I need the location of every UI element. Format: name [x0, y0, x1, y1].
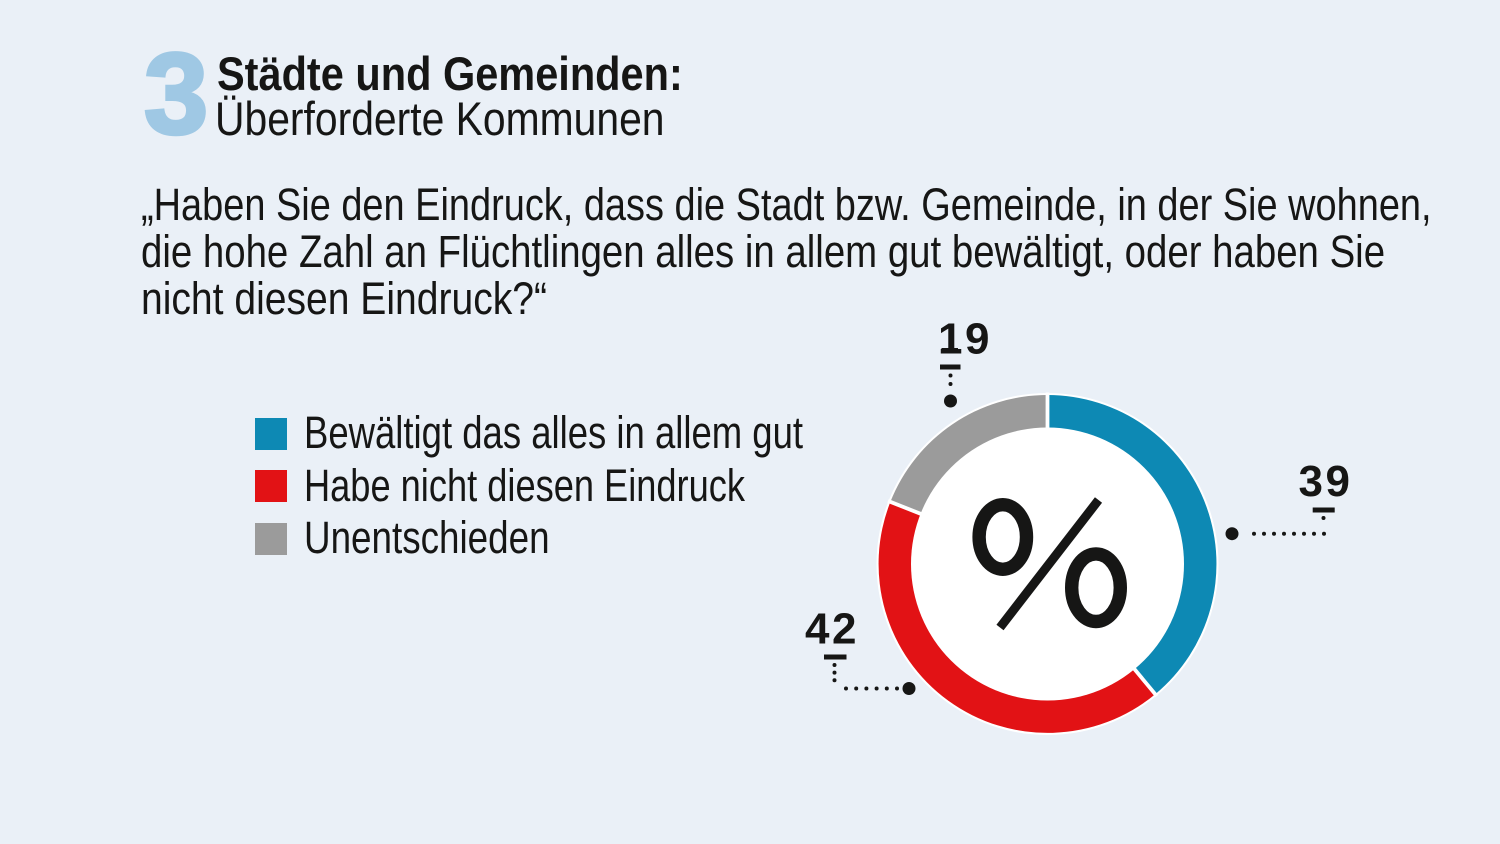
svg-text:19: 19 [938, 315, 992, 364]
svg-text:39: 39 [1299, 457, 1353, 506]
svg-text:42: 42 [805, 605, 859, 654]
